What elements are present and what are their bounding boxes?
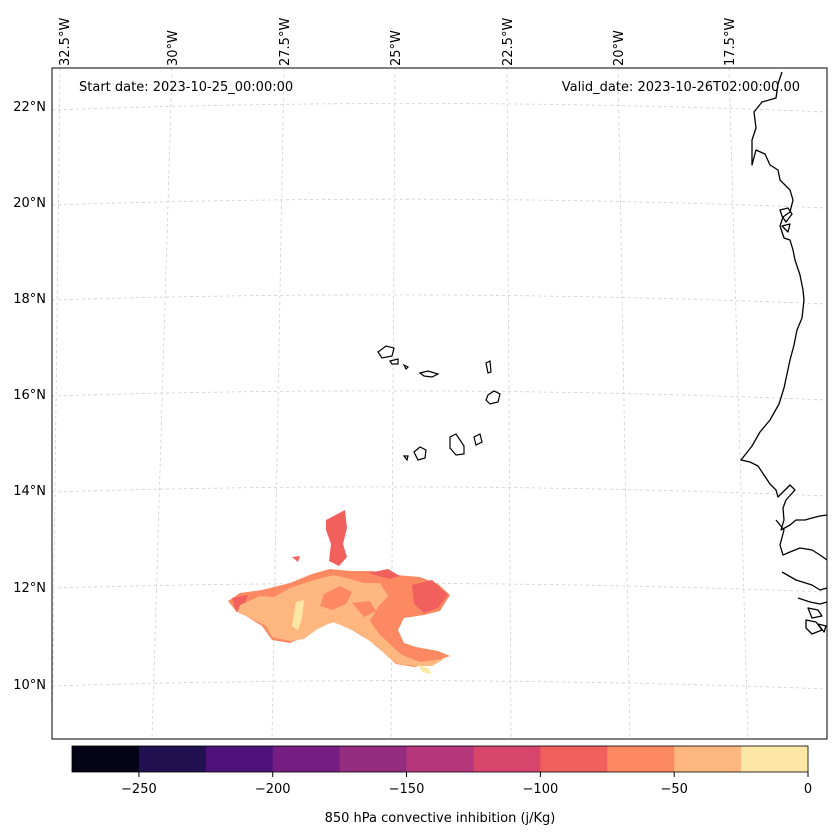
colorbar-swatch (138, 746, 207, 772)
colorbar-tick-label: −100 (523, 782, 559, 797)
lon-label-32-5w: 32.5°W (58, 18, 73, 66)
colorbar-swatch (674, 746, 742, 772)
colorbar-swatch (272, 746, 341, 772)
colorbar-swatch (473, 746, 541, 772)
lon-label-22-5w: 22.5°W (501, 18, 516, 66)
lat-label-20n: 20°N (13, 196, 46, 211)
colorbar-swatches (72, 746, 809, 772)
colorbar-tick-label: −50 (660, 782, 687, 797)
lon-label-17-5w: 17.5°W (723, 18, 738, 66)
latitude-labels: 22°N 20°N 18°N 16°N 14°N 12°N 10°N (13, 100, 46, 693)
coastline (740, 71, 828, 635)
colorbar-swatch (406, 746, 474, 772)
colorbar-swatch (741, 746, 809, 772)
lon-label-20w: 20°W (612, 30, 627, 66)
lat-label-16n: 16°N (13, 388, 46, 403)
cin-field (228, 510, 450, 674)
colorbar-tick-labels: −250 −200 −150 −100 −50 0 (121, 782, 812, 797)
lon-label-25w: 25°W (389, 30, 404, 66)
colorbar-ticks (138, 772, 809, 777)
start-date-label: Start date: 2023-10-25_00:00:00 (79, 80, 293, 95)
map-frame (51, 67, 828, 740)
colorbar-label: 850 hPa convective inhibition (j/Kg) (325, 811, 556, 826)
colorbar: −250 −200 −150 −100 −50 0 850 hPa convec… (71, 745, 812, 826)
cabo-verde-islands (377, 345, 501, 462)
valid-date-label: Valid_date: 2023-10-26T02:00:00.00 (562, 80, 800, 95)
colorbar-tick-label: −150 (389, 782, 425, 797)
colorbar-frame (71, 745, 809, 773)
colorbar-swatch (540, 746, 608, 772)
colorbar-swatch (339, 746, 408, 772)
colorbar-swatch (205, 746, 274, 772)
colorbar-swatch (72, 746, 140, 772)
lon-label-30w: 30°W (166, 30, 181, 66)
lat-label-22n: 22°N (13, 100, 46, 115)
longitude-labels: 32.5°W 30°W 27.5°W 25°W 22.5°W 20°W 17.5… (58, 18, 738, 66)
colorbar-tick-label: −200 (255, 782, 291, 797)
colorbar-tick-label: −250 (121, 782, 157, 797)
colorbar-tick-label: 0 (804, 782, 812, 797)
lat-label-12n: 12°N (13, 581, 46, 596)
lat-label-18n: 18°N (13, 292, 46, 307)
lat-label-10n: 10°N (13, 678, 46, 693)
lat-label-14n: 14°N (13, 484, 46, 499)
colorbar-swatch (607, 746, 675, 772)
lon-label-27-5w: 27.5°W (278, 18, 293, 66)
map-background (52, 68, 827, 739)
